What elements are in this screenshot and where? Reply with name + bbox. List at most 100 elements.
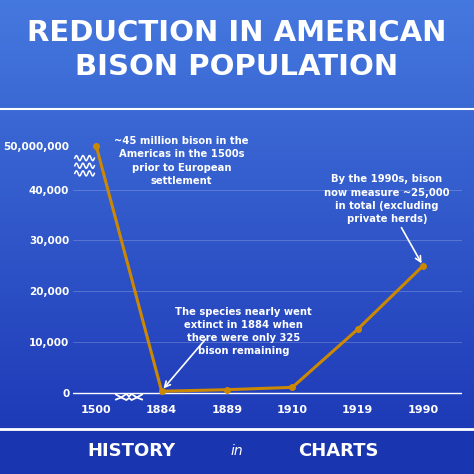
Bar <box>0 334 474 337</box>
Bar <box>0 434 474 436</box>
Bar <box>0 152 474 154</box>
Bar <box>0 363 474 365</box>
Bar <box>0 379 474 382</box>
Bar <box>0 235 474 237</box>
Bar <box>0 386 474 389</box>
Bar <box>0 88 474 90</box>
Bar <box>0 318 474 320</box>
Bar <box>0 393 474 396</box>
Bar <box>0 384 474 386</box>
Bar <box>0 273 474 275</box>
Bar <box>0 21 474 24</box>
Bar <box>0 391 474 393</box>
Bar <box>0 313 474 315</box>
Bar <box>0 289 474 292</box>
Bar <box>0 228 474 230</box>
Bar <box>0 116 474 118</box>
Bar <box>0 216 474 218</box>
Bar <box>0 419 474 422</box>
Bar <box>0 149 474 152</box>
Bar <box>0 0 474 2</box>
Bar <box>0 303 474 306</box>
Bar <box>0 450 474 453</box>
Bar <box>0 239 474 242</box>
Bar <box>0 270 474 273</box>
Bar <box>0 296 474 299</box>
Bar <box>0 292 474 294</box>
Bar <box>0 100 474 102</box>
Bar <box>0 185 474 187</box>
Bar <box>0 249 474 251</box>
Bar <box>0 133 474 135</box>
Bar <box>0 396 474 398</box>
Bar <box>0 159 474 161</box>
Bar <box>0 199 474 201</box>
Bar <box>0 246 474 249</box>
Bar <box>0 76 474 78</box>
Bar <box>0 280 474 282</box>
Bar <box>0 284 474 287</box>
Bar <box>0 7 474 9</box>
Bar <box>0 372 474 374</box>
Bar <box>0 57 474 59</box>
Bar <box>0 417 474 419</box>
Bar <box>0 118 474 121</box>
Bar <box>0 175 474 178</box>
Bar <box>0 282 474 284</box>
Bar <box>0 220 474 223</box>
Bar <box>0 62 474 64</box>
Bar <box>0 320 474 322</box>
Bar <box>0 204 474 206</box>
Bar <box>0 443 474 446</box>
Bar <box>0 197 474 199</box>
Bar <box>0 102 474 104</box>
Bar <box>0 429 474 431</box>
Bar <box>0 374 474 377</box>
Bar <box>0 344 474 346</box>
Bar <box>0 40 474 43</box>
Bar <box>0 408 474 410</box>
Bar <box>0 277 474 280</box>
Bar <box>0 360 474 363</box>
Bar <box>0 71 474 73</box>
Bar <box>0 211 474 213</box>
Bar <box>0 467 474 469</box>
Bar <box>0 50 474 52</box>
Bar <box>0 422 474 424</box>
Bar <box>0 306 474 308</box>
Bar <box>0 38 474 40</box>
Bar <box>0 460 474 462</box>
Bar <box>0 194 474 197</box>
Bar <box>0 268 474 270</box>
Bar <box>0 128 474 130</box>
Bar <box>0 66 474 69</box>
Bar <box>0 370 474 372</box>
Bar <box>0 457 474 460</box>
Bar <box>0 429 474 474</box>
Bar <box>0 261 474 263</box>
Bar <box>0 472 474 474</box>
Bar <box>0 178 474 180</box>
Bar <box>0 92 474 95</box>
Bar <box>0 59 474 62</box>
Bar <box>0 55 474 57</box>
Bar <box>0 453 474 455</box>
Bar <box>0 182 474 185</box>
Bar <box>0 171 474 173</box>
Bar <box>0 97 474 100</box>
Bar <box>0 346 474 348</box>
Bar <box>0 325 474 327</box>
Bar <box>0 104 474 107</box>
Bar <box>0 263 474 265</box>
Bar <box>0 209 474 211</box>
Bar <box>0 244 474 246</box>
Text: in: in <box>231 444 243 458</box>
Bar <box>0 137 474 140</box>
Bar <box>0 187 474 190</box>
Bar <box>0 156 474 159</box>
Text: CHARTS: CHARTS <box>299 442 379 460</box>
Bar <box>0 412 474 415</box>
Text: REDUCTION IN AMERICAN
BISON POPULATION: REDUCTION IN AMERICAN BISON POPULATION <box>27 19 447 81</box>
Bar <box>0 33 474 36</box>
Bar <box>0 164 474 166</box>
